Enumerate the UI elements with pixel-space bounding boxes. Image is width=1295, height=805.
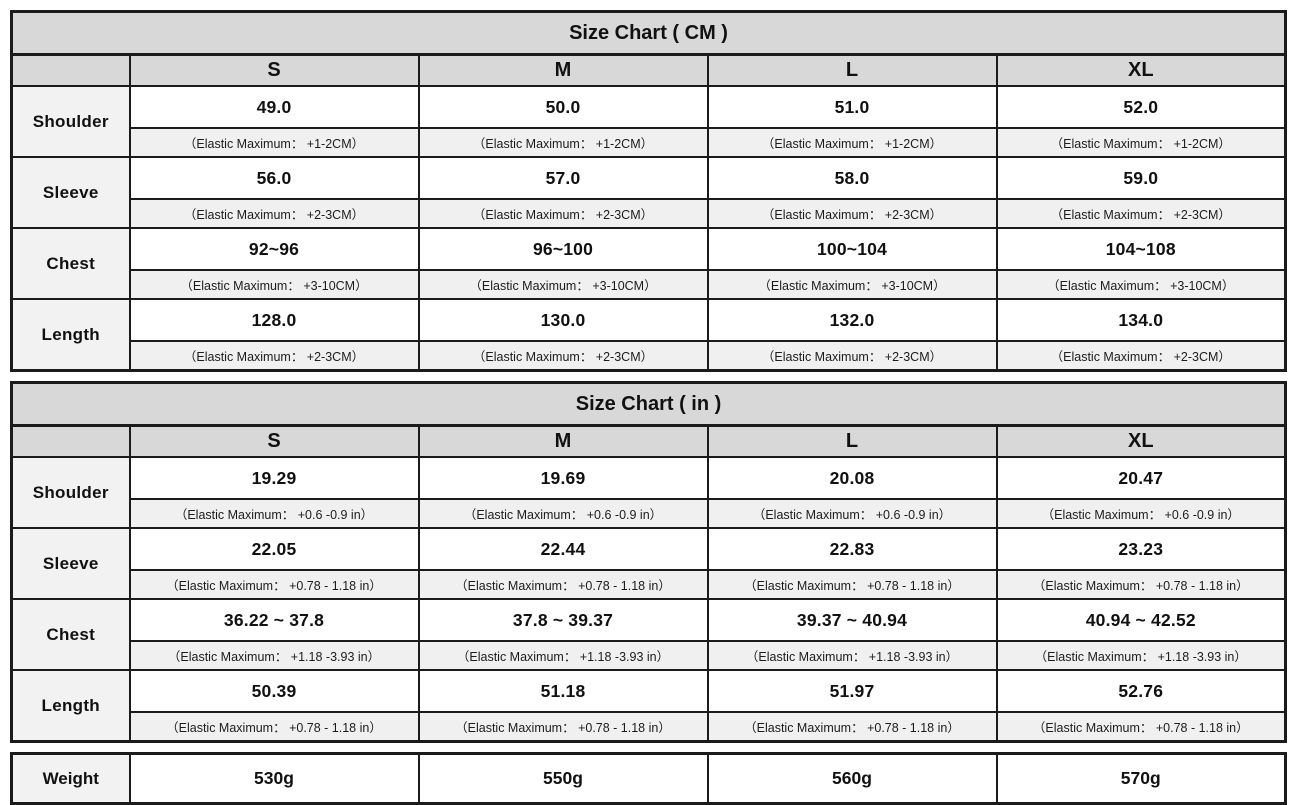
elastic-note-cell: （Elastic Maximum： +0.78 - 1.18 in） bbox=[706, 711, 998, 743]
elastic-note-cell: （Elastic Maximum： +2-3CM） bbox=[995, 198, 1287, 229]
value-cell: 19.29 bbox=[128, 456, 420, 500]
table-title-cm: Size Chart ( CM ) bbox=[10, 10, 1287, 56]
value-cell: 58.0 bbox=[706, 156, 998, 200]
column-header-m: M bbox=[417, 424, 709, 458]
elastic-note-cell: （Elastic Maximum： +1-2CM） bbox=[417, 127, 709, 158]
value-cell: 100~104 bbox=[706, 227, 998, 271]
elastic-note-cell: （Elastic Maximum： +1-2CM） bbox=[128, 127, 420, 158]
elastic-note-cell: （Elastic Maximum： +0.6 -0.9 in） bbox=[417, 498, 709, 529]
value-cell: 132.0 bbox=[706, 298, 998, 342]
value-cell: 37.8 ~ 39.37 bbox=[417, 598, 709, 642]
value-cell: 50.0 bbox=[417, 85, 709, 129]
column-header-s: S bbox=[128, 53, 420, 87]
value-cell: 59.0 bbox=[995, 156, 1287, 200]
elastic-note-cell: （Elastic Maximum： +0.78 - 1.18 in） bbox=[128, 711, 420, 743]
elastic-note-cell: （Elastic Maximum： +2-3CM） bbox=[995, 340, 1287, 372]
value-cell: 92~96 bbox=[128, 227, 420, 271]
value-cell: 22.83 bbox=[706, 527, 998, 571]
weight-value-cell: 560g bbox=[706, 752, 998, 805]
column-header-xl: XL bbox=[995, 424, 1287, 458]
value-cell: 57.0 bbox=[417, 156, 709, 200]
elastic-note-cell: （Elastic Maximum： +0.6 -0.9 in） bbox=[128, 498, 420, 529]
column-header-s: S bbox=[128, 424, 420, 458]
weight-value-cell: 550g bbox=[417, 752, 709, 805]
value-cell: 134.0 bbox=[995, 298, 1287, 342]
row-label-chest: Chest bbox=[10, 598, 131, 671]
elastic-note-cell: （Elastic Maximum： +1.18 -3.93 in） bbox=[417, 640, 709, 671]
elastic-note-cell: （Elastic Maximum： +0.78 - 1.18 in） bbox=[417, 711, 709, 743]
value-cell: 20.08 bbox=[706, 456, 998, 500]
row-label-chest: Chest bbox=[10, 227, 131, 300]
elastic-note-cell: （Elastic Maximum： +1.18 -3.93 in） bbox=[995, 640, 1287, 671]
corner-cell bbox=[10, 424, 131, 458]
row-label-weight: Weight bbox=[10, 752, 131, 805]
weight-table: Weight 530g 550g 560g 570g bbox=[10, 752, 1287, 805]
value-cell: 19.69 bbox=[417, 456, 709, 500]
value-cell: 20.47 bbox=[995, 456, 1287, 500]
table-title-in: Size Chart ( in ) bbox=[10, 381, 1287, 427]
elastic-note-cell: （Elastic Maximum： +0.6 -0.9 in） bbox=[706, 498, 998, 529]
value-cell: 51.97 bbox=[706, 669, 998, 713]
row-label-length: Length bbox=[10, 669, 131, 743]
value-cell: 96~100 bbox=[417, 227, 709, 271]
elastic-note-cell: （Elastic Maximum： +3-10CM） bbox=[128, 269, 420, 300]
size-chart-cm-table: Size Chart ( CM ) S M L XL Shoulder 49.0… bbox=[10, 10, 1288, 372]
column-header-m: M bbox=[417, 53, 709, 87]
elastic-note-cell: （Elastic Maximum： +2-3CM） bbox=[706, 198, 998, 229]
elastic-note-cell: （Elastic Maximum： +0.78 - 1.18 in） bbox=[995, 569, 1287, 600]
elastic-note-cell: （Elastic Maximum： +0.78 - 1.18 in） bbox=[128, 569, 420, 600]
value-cell: 51.18 bbox=[417, 669, 709, 713]
row-label-length: Length bbox=[10, 298, 131, 372]
value-cell: 22.05 bbox=[128, 527, 420, 571]
column-header-l: L bbox=[706, 424, 998, 458]
value-cell: 36.22 ~ 37.8 bbox=[128, 598, 420, 642]
value-cell: 40.94 ~ 42.52 bbox=[995, 598, 1287, 642]
elastic-note-cell: （Elastic Maximum： +1-2CM） bbox=[995, 127, 1287, 158]
elastic-note-cell: （Elastic Maximum： +0.78 - 1.18 in） bbox=[706, 569, 998, 600]
elastic-note-cell: （Elastic Maximum： +2-3CM） bbox=[417, 198, 709, 229]
row-label-sleeve: Sleeve bbox=[10, 527, 131, 600]
weight-value-cell: 530g bbox=[128, 752, 420, 805]
value-cell: 52.0 bbox=[995, 85, 1287, 129]
elastic-note-cell: （Elastic Maximum： +0.6 -0.9 in） bbox=[995, 498, 1287, 529]
value-cell: 51.0 bbox=[706, 85, 998, 129]
value-cell: 56.0 bbox=[128, 156, 420, 200]
elastic-note-cell: （Elastic Maximum： +3-10CM） bbox=[706, 269, 998, 300]
elastic-note-cell: （Elastic Maximum： +1.18 -3.93 in） bbox=[128, 640, 420, 671]
size-chart-in-table: Size Chart ( in ) S M L XL Shoulder 19.2… bbox=[10, 381, 1288, 743]
elastic-note-cell: （Elastic Maximum： +3-10CM） bbox=[417, 269, 709, 300]
elastic-note-cell: （Elastic Maximum： +2-3CM） bbox=[128, 198, 420, 229]
elastic-note-cell: （Elastic Maximum： +1.18 -3.93 in） bbox=[706, 640, 998, 671]
row-label-sleeve: Sleeve bbox=[10, 156, 131, 229]
value-cell: 52.76 bbox=[995, 669, 1287, 713]
elastic-note-cell: （Elastic Maximum： +2-3CM） bbox=[417, 340, 709, 372]
elastic-note-cell: （Elastic Maximum： +3-10CM） bbox=[995, 269, 1287, 300]
value-cell: 22.44 bbox=[417, 527, 709, 571]
column-header-xl: XL bbox=[995, 53, 1287, 87]
weight-value-cell: 570g bbox=[995, 752, 1287, 805]
elastic-note-cell: （Elastic Maximum： +0.78 - 1.18 in） bbox=[417, 569, 709, 600]
value-cell: 39.37 ~ 40.94 bbox=[706, 598, 998, 642]
elastic-note-cell: （Elastic Maximum： +2-3CM） bbox=[706, 340, 998, 372]
elastic-note-cell: （Elastic Maximum： +1-2CM） bbox=[706, 127, 998, 158]
value-cell: 128.0 bbox=[128, 298, 420, 342]
row-label-shoulder: Shoulder bbox=[10, 456, 131, 529]
elastic-note-cell: （Elastic Maximum： +0.78 - 1.18 in） bbox=[995, 711, 1287, 743]
corner-cell bbox=[10, 53, 131, 87]
value-cell: 50.39 bbox=[128, 669, 420, 713]
row-label-shoulder: Shoulder bbox=[10, 85, 131, 158]
elastic-note-cell: （Elastic Maximum： +2-3CM） bbox=[128, 340, 420, 372]
value-cell: 23.23 bbox=[995, 527, 1287, 571]
value-cell: 49.0 bbox=[128, 85, 420, 129]
value-cell: 104~108 bbox=[995, 227, 1287, 271]
value-cell: 130.0 bbox=[417, 298, 709, 342]
column-header-l: L bbox=[706, 53, 998, 87]
